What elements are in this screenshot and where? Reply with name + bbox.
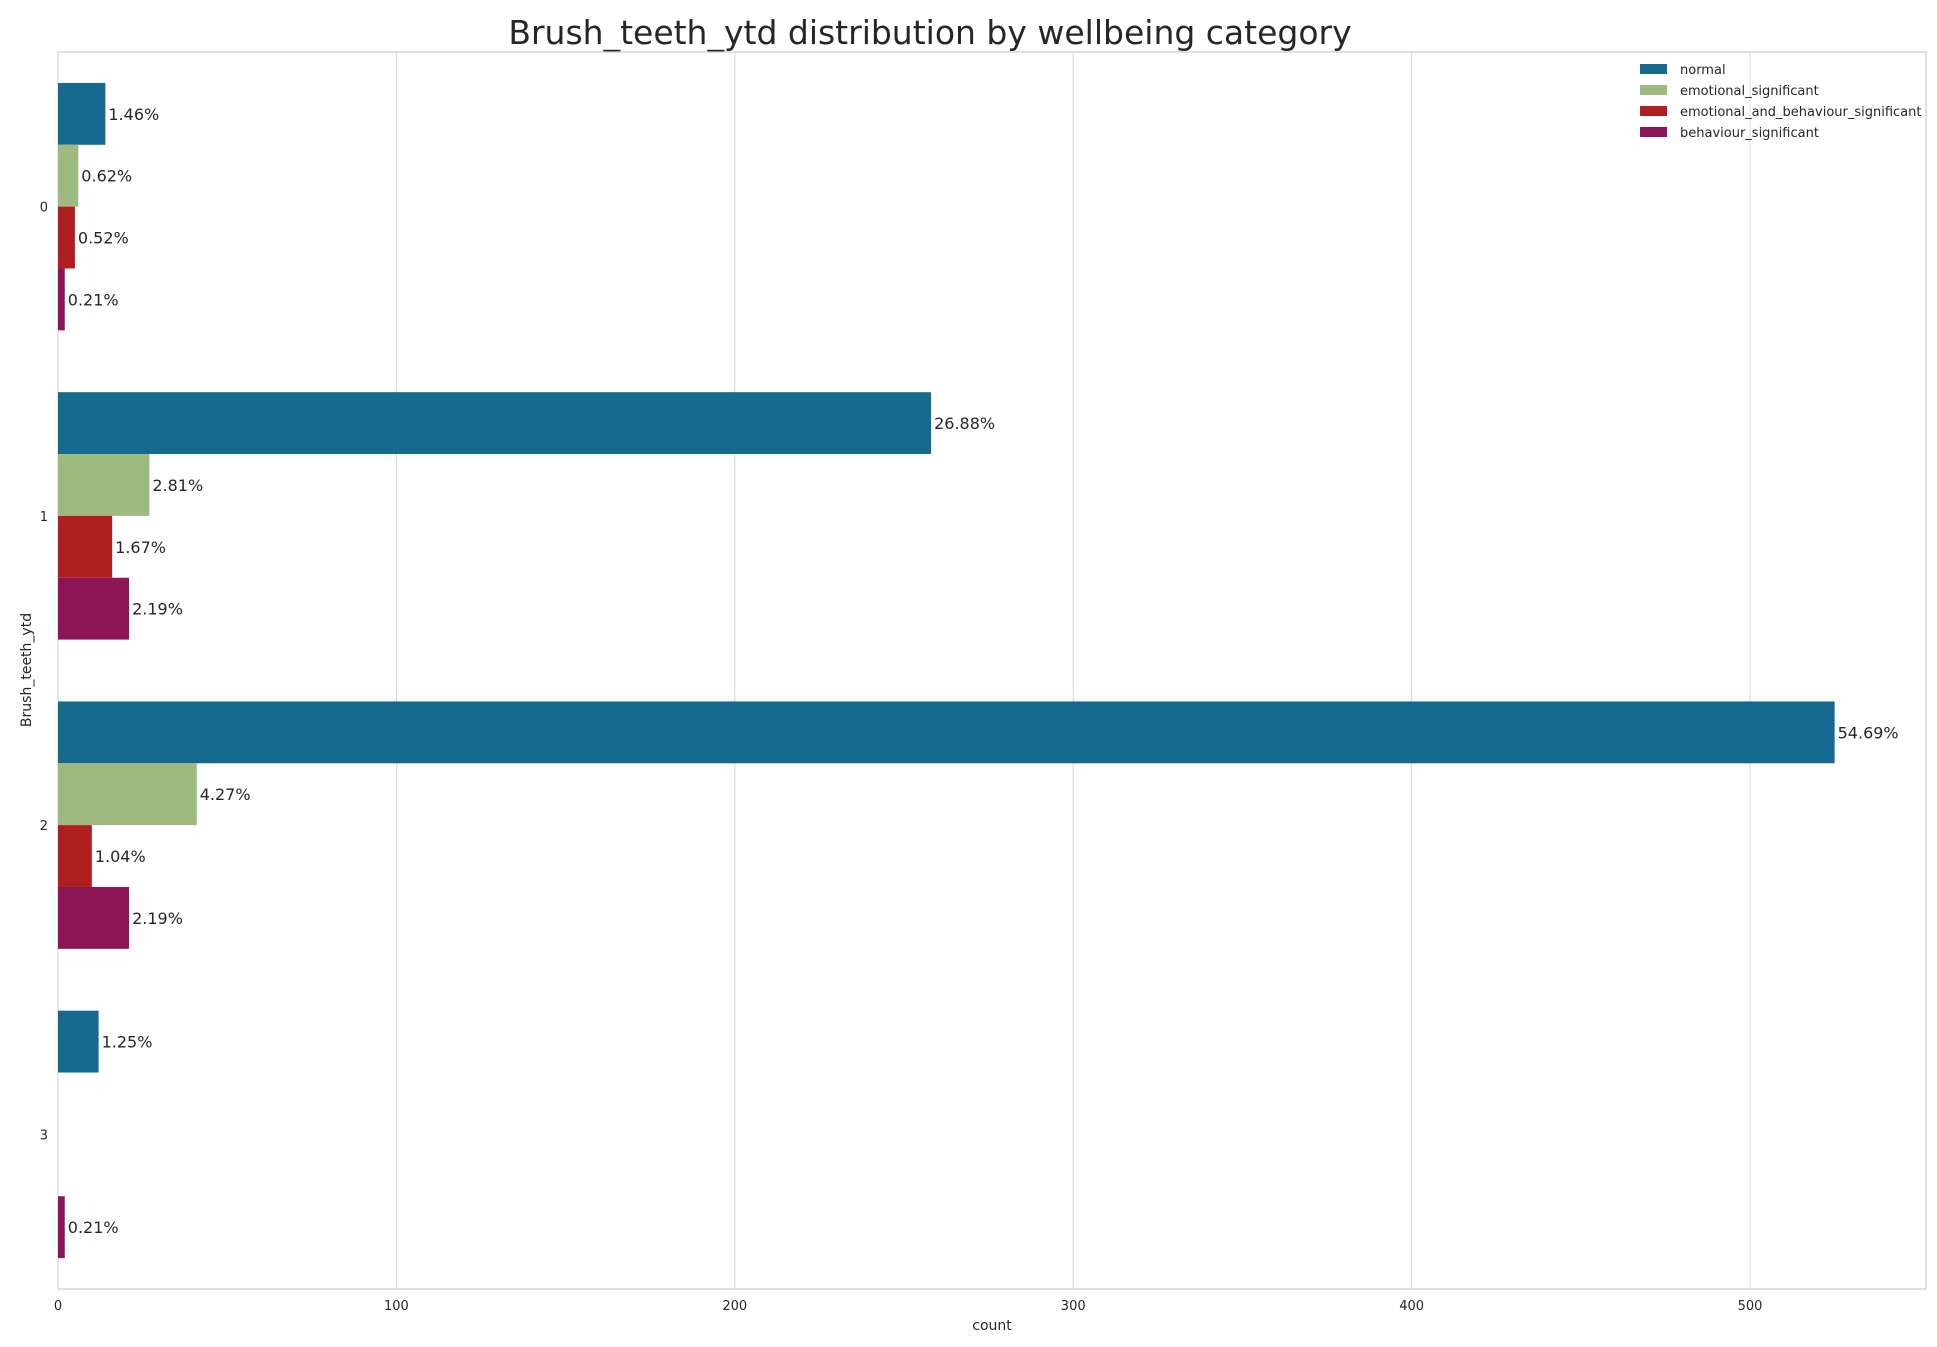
x-axis-ticks: 0 100 200 300 400 500	[54, 1299, 1763, 1314]
bar-behaviour_significant-0	[58, 268, 65, 331]
bar-emotional_significant-2	[58, 763, 197, 826]
bar-emotional_and_behaviour_significant-1	[58, 515, 113, 578]
data-label: 4.27%	[200, 785, 251, 804]
x-tick-label: 300	[1061, 1299, 1086, 1314]
data-label: 2.81%	[152, 476, 203, 495]
chart-title: Brush_teeth_ytd distribution by wellbein…	[508, 13, 1351, 52]
y-axis-label: Brush_teeth_ytd	[19, 613, 35, 727]
y-tick-label: 2	[40, 819, 48, 834]
y-tick-label: 0	[40, 201, 48, 216]
y-tick-label: 1	[40, 510, 48, 525]
legend-entry: emotional_significant	[1680, 84, 1819, 99]
bar-normal-0	[58, 82, 106, 145]
x-tick-label: 200	[722, 1299, 747, 1314]
y-tick-label: 3	[40, 1128, 48, 1143]
data-label: 1.04%	[95, 847, 146, 866]
gridlines	[57, 52, 1751, 1289]
bar-emotional_and_behaviour_significant-0	[58, 206, 75, 269]
bar-emotional_and_behaviour_significant-2	[58, 825, 92, 887]
x-tick-label: 0	[54, 1299, 62, 1314]
data-label: 1.67%	[115, 538, 166, 557]
bars	[58, 82, 1835, 1259]
legend-swatch-behaviour_significant	[1640, 127, 1667, 137]
legend-swatch-emotional_significant	[1640, 85, 1667, 95]
legend: normal emotional_significant emotional_and…	[1640, 63, 1921, 141]
legend-swatch-normal	[1640, 64, 1667, 74]
x-axis-label: count	[972, 1318, 1012, 1334]
bar-normal-1	[58, 392, 932, 455]
data-label: 1.46%	[108, 105, 159, 124]
bar-emotional_significant-1	[58, 454, 150, 516]
data-label: 0.52%	[78, 229, 129, 248]
y-axis-ticks: 0 1 2 3	[40, 201, 48, 1144]
data-label: 26.88%	[934, 414, 995, 433]
bar-normal-2	[58, 701, 1835, 764]
legend-entry: emotional_and_behaviour_significant	[1680, 105, 1921, 120]
bar-normal-3	[58, 1010, 99, 1073]
x-tick-label: 400	[1399, 1299, 1424, 1314]
legend-entry: behaviour_significant	[1680, 126, 1819, 141]
data-label: 1.25%	[102, 1033, 153, 1052]
legend-swatch-emotional_and_behaviour_significant	[1640, 106, 1667, 116]
bar-behaviour_significant-3	[58, 1196, 65, 1259]
data-labels: 1.46% 26.88% 54.69% 1.25% 0.62% 2.81% 4.27% 0.5…	[68, 105, 1899, 1237]
data-label: 54.69%	[1838, 723, 1899, 742]
bar-emotional_significant-0	[58, 144, 79, 207]
plot-area	[57, 51, 1927, 1290]
legend-entry: normal	[1680, 63, 1726, 78]
data-label: 0.21%	[68, 1218, 119, 1237]
bar-behaviour_significant-1	[58, 577, 130, 640]
bar-behaviour_significant-2	[58, 886, 130, 949]
data-label: 0.62%	[81, 167, 132, 186]
data-label: 0.21%	[68, 290, 119, 309]
data-label: 2.19%	[132, 909, 183, 928]
data-label: 2.19%	[132, 600, 183, 619]
x-tick-label: 100	[384, 1299, 409, 1314]
x-tick-label: 500	[1738, 1299, 1763, 1314]
